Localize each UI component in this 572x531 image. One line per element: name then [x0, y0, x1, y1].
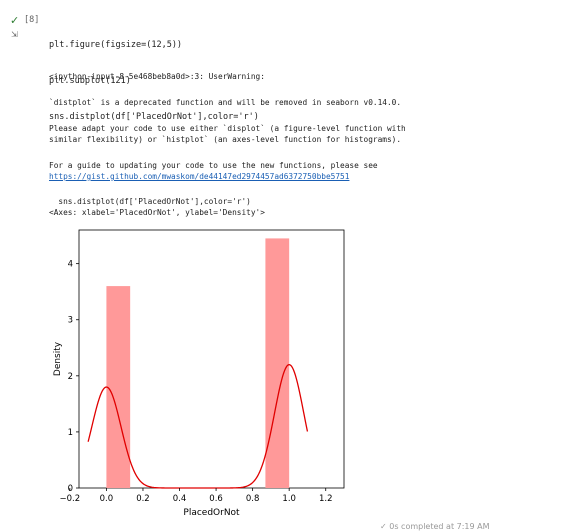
y-axis-label: Density	[53, 341, 63, 376]
x-axis-label: PlacedOrNot	[183, 508, 240, 518]
code-line: plt.figure(figsize=(12,5))	[49, 40, 183, 50]
x-tick-label: 0.0	[100, 494, 114, 504]
execution-count: [8]	[24, 15, 40, 25]
y-tick-label: 4	[68, 260, 73, 270]
status-footer: ✓ 0s completed at 7:19 AM	[380, 522, 490, 531]
warning-adapt-line-2: similar flexibility) or `histplot` (an a…	[49, 135, 402, 144]
axes-repr: <Axes: xlabel='PlacedOrNot', ylabel='Den…	[49, 208, 265, 217]
warning-echo-code: sns.distplot(df['PlacedOrNot'],color='r'…	[49, 197, 251, 206]
gist-link[interactable]: https://gist.github.com/mwaskom/de44147e…	[49, 172, 350, 181]
kde-line	[87, 363, 309, 489]
run-status-check-icon: ✓	[10, 14, 20, 27]
code-line: plt.subplot(121)	[49, 76, 131, 86]
code-editor[interactable]: plt.figure(figsize=(12,5)) plt.subplot(1…	[49, 15, 259, 147]
code-line: sns.distplot(df['PlacedOrNot'],color='r'…	[49, 112, 259, 122]
warning-deprecated: `distplot` is a deprecated function and …	[49, 98, 402, 107]
warning-adapt-line-1: Please adapt your code to use either `di…	[49, 124, 406, 133]
warning-guide: For a guide to updating your code to use…	[49, 161, 378, 170]
x-tick-label: −0.2	[60, 494, 81, 504]
collapse-output-icon[interactable]: ⇲	[11, 30, 18, 39]
x-tick-label: 0.8	[246, 494, 260, 504]
y-tick-label: 2	[68, 372, 73, 382]
histogram-bar	[265, 238, 290, 488]
histogram-bar	[106, 286, 131, 488]
y-tick-label: 1	[68, 428, 73, 438]
x-tick-label: 0.4	[173, 494, 187, 504]
warning-header: <ipython-input-8-5e468beb8a0d>:3: UserWa…	[49, 72, 265, 81]
x-tick-label: 0.6	[209, 494, 223, 504]
distplot-chart: −0.2 0.0 0.2 0.4 0.6 0.8 1.0 1.2 0 1 2 3 4 PlacedOrNo…	[53, 229, 345, 518]
x-tick-label: 1.0	[282, 494, 296, 504]
y-tick-label: 3	[68, 316, 73, 326]
x-tick-label: 0.2	[136, 494, 150, 504]
x-tick-label: 1.2	[319, 494, 333, 504]
y-tick-label: 0	[68, 484, 73, 494]
